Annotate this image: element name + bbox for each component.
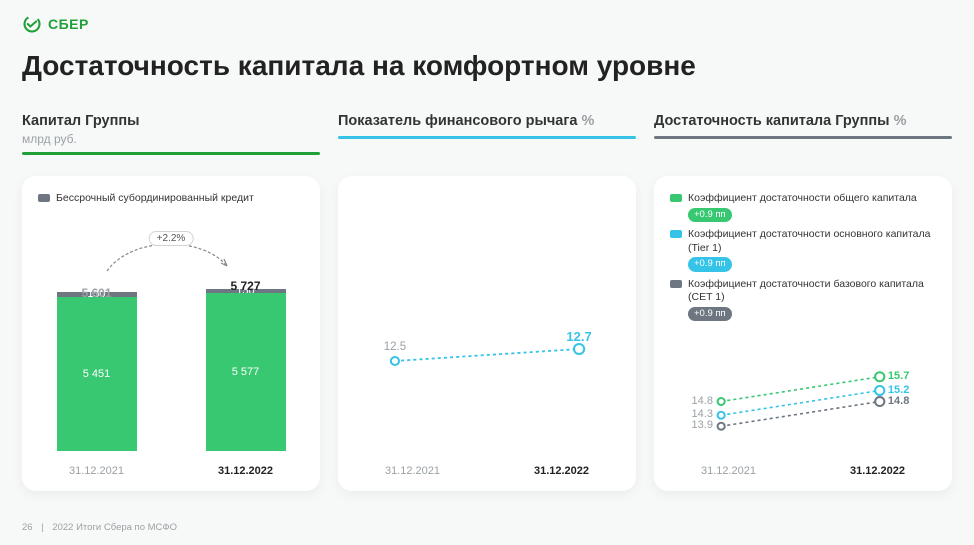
legend-text-col: Коэффициент достаточности общего капитал… — [688, 192, 917, 222]
panel2-axis: 31.12.2021 31.12.2022 — [338, 465, 636, 477]
bar-stack: 5 577150 — [206, 289, 286, 451]
panel2-card: 12.5 12.7 31.12.2021 31.12.2022 — [338, 176, 636, 491]
brand-name: СБЕР — [48, 16, 89, 32]
point-label: 14.8 — [888, 395, 909, 407]
panel1-title: Капитал Группы — [22, 112, 320, 130]
page-number: 26 — [22, 522, 33, 533]
panel2-title-text: Показатель финансового рычага — [338, 113, 577, 129]
panel1-subtitle: млрд руб. — [22, 132, 320, 146]
panels-row: Капитал Группы млрд руб. Бессрочный субо… — [22, 108, 952, 491]
panel3-header: Достаточность капитала Группы % — [654, 108, 952, 166]
axis-date-end: 31.12.2022 — [534, 465, 589, 477]
panel-capital: Капитал Группы млрд руб. Бессрочный субо… — [22, 108, 320, 491]
legend-pill: +0.9 пп — [688, 257, 732, 271]
panel1-delta-badge: +2.2% — [149, 231, 194, 246]
legend-text-col: Коэффициент достаточности базового капит… — [688, 278, 936, 322]
panel3-title-text: Достаточность капитала Группы — [654, 113, 890, 129]
panel2-subtitle: % — [581, 113, 594, 129]
legend-label: Коэффициент достаточности общего капитал… — [688, 192, 917, 206]
legend-label: Коэффициент достаточности основного капи… — [688, 228, 936, 255]
point-label: 15.7 — [888, 370, 909, 382]
panel3-legend-item: Коэффициент достаточности основного капи… — [670, 228, 936, 272]
legend-pill: +0.9 пп — [688, 307, 732, 321]
point-label: 12.7 — [566, 329, 591, 344]
bar-group: 5 7275 577150 — [206, 289, 286, 451]
legend-text-col: Коэффициент достаточности основного капи… — [688, 228, 936, 272]
panel-adequacy: Достаточность капитала Группы % Коэффици… — [654, 108, 952, 491]
legend-swatch — [670, 230, 682, 238]
panel3-legend-item: Коэффициент достаточности общего капитал… — [670, 192, 936, 222]
legend-swatch — [670, 280, 682, 288]
brand-logo: СБЕР — [22, 14, 89, 34]
panel1-bars-area: 5 6015 451150 5 7275 577150 — [22, 271, 320, 451]
axis-date-end: 31.12.2022 — [218, 465, 273, 477]
axis-date-start: 31.12.2021 — [385, 465, 440, 477]
footer: 26 | 2022 Итоги Сбера по МСФО — [22, 522, 177, 533]
bar-stack: 5 451150 — [57, 292, 137, 451]
panel3-card: Коэффициент достаточности общего капитал… — [654, 176, 952, 491]
footer-text: 2022 Итоги Сбера по МСФО — [52, 522, 177, 533]
panel-leverage: Показатель финансового рычага % 12.5 12.7… — [338, 108, 636, 491]
panel3-axis: 31.12.2021 31.12.2022 — [654, 465, 952, 477]
panel2-underline — [338, 136, 636, 139]
panel1-axis: 31.12.2021 31.12.2022 — [22, 465, 320, 477]
panel3-chart-area: 14.815.714.315.213.914.8 — [670, 341, 936, 451]
legend-swatch — [670, 194, 682, 202]
legend-pill: +0.9 пп — [688, 208, 732, 222]
panel3-legend-item: Коэффициент достаточности базового капит… — [670, 278, 936, 322]
panel1-legend-label: Бессрочный субординированный кредит — [56, 192, 254, 206]
panel3-underline — [654, 136, 952, 139]
panel3-legend: Коэффициент достаточности общего капитал… — [670, 192, 936, 321]
panel2-chart-area: 12.5 12.7 — [354, 271, 620, 451]
panel1-header: Капитал Группы млрд руб. — [22, 108, 320, 166]
footer-divider: | — [41, 522, 43, 533]
panel2-header: Показатель финансового рычага % — [338, 108, 636, 166]
bar-segment-base: 5 451 — [57, 297, 137, 451]
panel1-underline — [22, 152, 320, 155]
bar-segment-base: 5 577 — [206, 293, 286, 451]
axis-date-start: 31.12.2021 — [701, 465, 756, 477]
point-label: 13.9 — [692, 419, 713, 431]
panel1-legend-swatch — [38, 194, 50, 202]
legend-label: Коэффициент достаточности базового капит… — [688, 278, 936, 305]
panel1-legend: Бессрочный субординированный кредит — [38, 192, 304, 206]
bar-group: 5 6015 451150 — [57, 292, 137, 451]
bar-total-label: 5 601 — [57, 286, 137, 300]
axis-date-end: 31.12.2022 — [850, 465, 905, 477]
point-label: 14.8 — [692, 395, 713, 407]
panel3-title: Достаточность капитала Группы % — [654, 112, 952, 130]
panel3-subtitle: % — [894, 113, 907, 129]
page-title: Достаточность капитала на комфортном уро… — [22, 50, 696, 82]
panel2-title: Показатель финансового рычага % — [338, 112, 636, 130]
axis-date-start: 31.12.2021 — [69, 465, 124, 477]
panel2-svg — [354, 271, 620, 451]
sber-logo-icon — [22, 14, 42, 34]
point-label: 12.5 — [384, 341, 406, 353]
panel1-card: Бессрочный субординированный кредит +2.2… — [22, 176, 320, 491]
